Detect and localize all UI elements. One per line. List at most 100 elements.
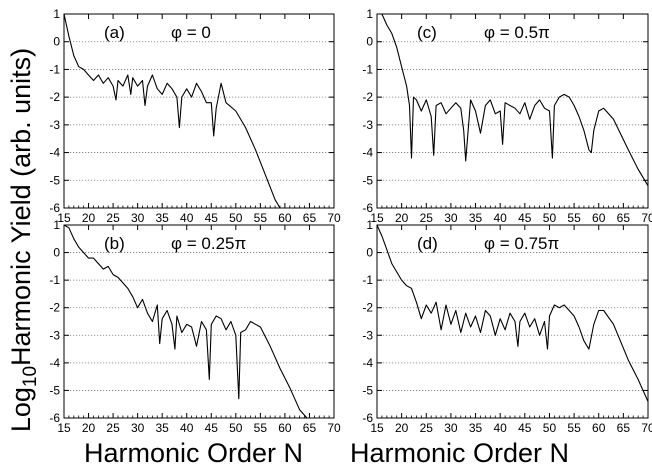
y-tick-label: -4 <box>362 146 373 160</box>
y-tick-label: -3 <box>49 118 60 132</box>
panel-annotation: φ = 0.5π <box>484 23 550 42</box>
x-tick-label: 25 <box>420 421 434 435</box>
x-tick-label: 20 <box>395 421 409 435</box>
x-tick-label: 60 <box>592 211 606 225</box>
panel-b: 15 20 25 30 35 40 45 50 55 60 65 70 1 0 -1 -2 -3 -4 -5 -6 (b… <box>49 218 341 435</box>
x-tick-label: 45 <box>205 421 219 435</box>
y-tick-label: -6 <box>362 411 373 425</box>
y-tick-label: -5 <box>49 383 60 397</box>
x-tick-label: 30 <box>131 211 145 225</box>
x-axis-label-right: Harmonic Order N <box>350 438 570 468</box>
panel-annotation: φ = 0 <box>171 23 211 42</box>
x-tick-label: 65 <box>617 211 631 225</box>
x-tick-label: 40 <box>494 421 508 435</box>
y-tick-label: -2 <box>49 301 60 315</box>
y-tick-label: 1 <box>53 7 60 21</box>
y-tick-label: -3 <box>362 118 373 132</box>
x-tick-label: 50 <box>229 211 243 225</box>
y-tick-label: -5 <box>49 173 60 187</box>
x-tick-label: 55 <box>254 421 268 435</box>
x-tick-label: 15 <box>57 211 71 225</box>
x-tick-label: 70 <box>327 211 341 225</box>
x-tick-label: 30 <box>444 211 458 225</box>
x-tick-label: 65 <box>303 211 317 225</box>
plot-frame <box>376 224 649 419</box>
data-line <box>63 224 308 419</box>
y-tick-label: -6 <box>49 411 60 425</box>
x-tick-label: 55 <box>254 211 268 225</box>
y-tick-label: -2 <box>49 90 60 104</box>
y-tick-label: -3 <box>49 328 60 342</box>
panel-a: 15 20 25 30 35 40 45 50 55 60 65 70 1 0 -1 -2 -3 -4 -5 -6 (a… <box>49 7 341 225</box>
x-tick-label: 55 <box>567 421 581 435</box>
x-tick-label: 60 <box>592 421 606 435</box>
x-tick-label: 20 <box>82 421 96 435</box>
panel-label: (c) <box>417 23 437 42</box>
plot-frame <box>376 13 649 209</box>
plot-frame <box>63 224 335 419</box>
x-tick-label: 55 <box>567 211 581 225</box>
panel-annotation: φ = 0.25π <box>171 234 246 253</box>
y-tick-label: -6 <box>362 201 373 215</box>
x-tick-label: 30 <box>131 421 145 435</box>
y-tick-label: -4 <box>362 356 373 370</box>
x-tick-label: 50 <box>543 421 557 435</box>
x-tick-label: 70 <box>641 421 652 435</box>
y-tick-label: 1 <box>366 7 373 21</box>
x-tick-label: 70 <box>327 421 341 435</box>
y-axis-label-subscript: 10 <box>20 365 42 388</box>
y-tick-label: -3 <box>362 328 373 342</box>
y-tick-label: 1 <box>53 218 60 232</box>
x-tick-label: 15 <box>57 421 71 435</box>
data-line <box>377 13 649 187</box>
x-tick-label: 40 <box>180 211 194 225</box>
x-tick-label: 35 <box>469 421 483 435</box>
panel-label: (d) <box>417 234 438 253</box>
x-tick-label: 45 <box>518 211 532 225</box>
y-tick-label: -6 <box>49 201 60 215</box>
data-line <box>376 224 649 402</box>
x-tick-label: 65 <box>617 421 631 435</box>
x-tick-label: 20 <box>82 211 96 225</box>
x-tick-label: 50 <box>543 211 557 225</box>
x-tick-label: 15 <box>370 421 384 435</box>
y-tick-label: -5 <box>362 383 373 397</box>
y-axis-label-log: Log <box>5 387 36 433</box>
y-tick-label: -4 <box>49 146 60 160</box>
plot-frame <box>63 13 335 209</box>
x-tick-label: 35 <box>156 211 170 225</box>
x-tick-label: 40 <box>180 421 194 435</box>
data-line <box>63 13 281 209</box>
panel-label: (a) <box>104 23 125 42</box>
panel-d: 15 20 25 30 35 40 45 50 55 60 65 70 1 0 -1 -2 -3 -4 -5 -6 (d… <box>362 218 652 435</box>
y-tick-label: 0 <box>366 246 373 260</box>
x-tick-label: 60 <box>278 211 292 225</box>
x-axis-label-left: Harmonic Order N <box>84 438 304 468</box>
y-tick-label: 0 <box>53 35 60 49</box>
x-tick-label: 50 <box>229 421 243 435</box>
x-tick-label: 45 <box>205 211 219 225</box>
x-tick-label: 35 <box>469 211 483 225</box>
y-tick-label: -4 <box>49 356 60 370</box>
x-tick-label: 70 <box>641 211 652 225</box>
y-tick-label: 1 <box>366 218 373 232</box>
y-tick-label: -5 <box>362 173 373 187</box>
y-tick-label: -1 <box>362 62 373 76</box>
x-tick-label: 40 <box>494 211 508 225</box>
y-tick-label: -1 <box>49 273 60 287</box>
y-tick-label: 0 <box>53 246 60 260</box>
x-tick-label: 30 <box>444 421 458 435</box>
panel-c: 15 20 25 30 35 40 45 50 55 60 65 70 1 0 -1 -2 -3 -4 -5 -6 (c… <box>362 7 652 225</box>
y-axis-label: Log10Harmonic Yield (arb. units) <box>4 48 44 432</box>
x-tick-label: 25 <box>106 211 120 225</box>
y-tick-label: 0 <box>366 35 373 49</box>
x-tick-label: 35 <box>156 421 170 435</box>
x-tick-label: 25 <box>106 421 120 435</box>
x-tick-label: 20 <box>395 211 409 225</box>
y-tick-label: -1 <box>362 273 373 287</box>
x-tick-label: 25 <box>420 211 434 225</box>
panel-annotation: φ = 0.75π <box>484 234 559 253</box>
y-tick-label: -2 <box>362 90 373 104</box>
y-tick-label: -1 <box>49 62 60 76</box>
